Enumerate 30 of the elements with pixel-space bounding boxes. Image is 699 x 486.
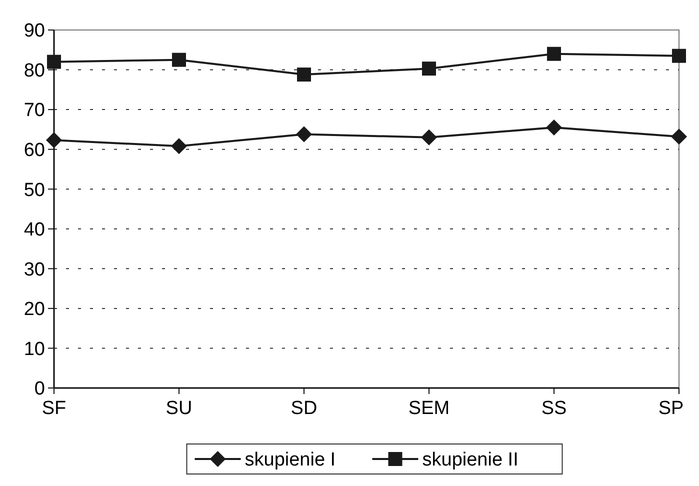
- y-tick-label: 20: [24, 299, 45, 320]
- x-tick-label: SD: [290, 398, 318, 419]
- point: [547, 46, 561, 61]
- x-tick-label: SF: [42, 398, 66, 419]
- x-tick-label: SU: [166, 398, 192, 419]
- point: [47, 54, 61, 69]
- point: [46, 132, 62, 148]
- y-tick-label: 40: [24, 220, 45, 241]
- point: [671, 128, 687, 145]
- legend-label: skupienie I: [244, 450, 336, 471]
- point: [546, 119, 562, 136]
- point: [421, 129, 437, 146]
- x-tick-label: SS: [541, 398, 567, 419]
- x-tick-label: SP: [658, 398, 684, 419]
- y-tick-label: 80: [24, 60, 45, 82]
- point: [172, 52, 186, 67]
- y-tick-label: 60: [24, 140, 45, 161]
- legend-label: skupienie II: [422, 450, 518, 471]
- x-tick-label: SEM: [408, 398, 450, 419]
- point: [171, 138, 187, 154]
- point: [672, 48, 686, 63]
- point: [296, 126, 312, 142]
- point: [422, 62, 436, 76]
- y-tick-label: 90: [24, 20, 45, 42]
- point: [297, 68, 311, 82]
- y-tick-label: 50: [24, 180, 45, 201]
- y-tick-label: 0: [34, 378, 45, 400]
- y-tick-label: 30: [24, 259, 45, 280]
- y-tick-label: 70: [24, 100, 45, 122]
- y-tick-label: 10: [24, 338, 45, 360]
